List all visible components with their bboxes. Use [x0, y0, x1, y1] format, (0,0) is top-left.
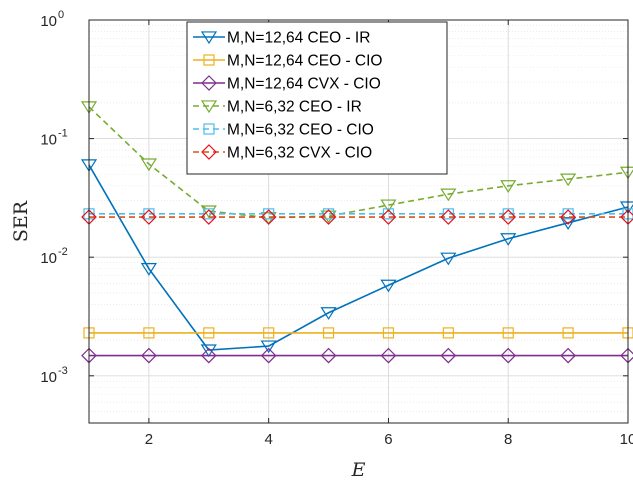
series-line	[88, 106, 629, 219]
data-point	[500, 180, 517, 193]
x-tick-label: 2	[145, 431, 153, 448]
data-point	[141, 209, 157, 225]
data-point	[200, 347, 217, 364]
data-point	[380, 279, 397, 293]
data-point	[382, 208, 395, 220]
x-tick-label: 10	[620, 431, 633, 448]
data-point	[140, 263, 157, 276]
legend-marker	[201, 144, 217, 160]
data-point	[320, 307, 337, 320]
y-tick-exponent: 0	[58, 9, 64, 21]
y-tick-label: 10	[40, 369, 57, 386]
data-point	[200, 209, 217, 225]
data-point	[500, 209, 517, 225]
data-point	[260, 340, 277, 354]
data-point	[500, 347, 517, 364]
series-2	[83, 327, 633, 339]
data-point	[500, 233, 517, 246]
data-point	[442, 208, 454, 220]
y-tick-exponent: -2	[58, 246, 68, 258]
data-point	[562, 208, 574, 220]
x-axis-label: E	[351, 459, 366, 481]
data-point	[560, 217, 577, 230]
legend-entry-2: M,N=12,64 CEO - CIO	[193, 53, 382, 70]
legend-entry-5: M,N=6,32 CEO - CIO	[193, 122, 374, 139]
x-tick-label: 8	[504, 431, 512, 448]
legend-label: M,N=6,32 CEO - IR	[227, 99, 362, 116]
data-point	[562, 327, 574, 339]
legend-marker	[201, 75, 217, 91]
data-point	[502, 327, 514, 339]
series-line	[88, 164, 629, 351]
data-point	[502, 208, 514, 220]
legend-box	[186, 21, 448, 175]
legend-marker	[200, 100, 218, 114]
x-tick-label: 6	[384, 431, 392, 448]
y-tick-label: 10	[40, 132, 57, 149]
data-point	[380, 347, 397, 364]
data-point	[440, 188, 457, 202]
y-tick-label: 10	[40, 13, 57, 30]
data-point	[440, 209, 457, 225]
legend-label: M,N=12,64 CEO - IR	[227, 30, 370, 47]
data-point	[380, 199, 397, 213]
data-point	[200, 344, 217, 358]
legend-label: M,N=12,64 CEO - CIO	[227, 53, 382, 70]
legend-label: M,N=6,32 CEO - CIO	[227, 122, 374, 139]
legend-entry-6: M,N=6,32 CVX - CIO	[193, 144, 372, 162]
data-point	[560, 347, 576, 364]
legend-marker	[203, 123, 215, 135]
axes-frame	[88, 19, 629, 424]
y-tick-exponent: -3	[58, 365, 68, 377]
data-point	[560, 173, 577, 187]
data-point	[560, 209, 576, 225]
data-point	[320, 347, 337, 364]
data-point	[140, 158, 157, 172]
data-point	[203, 327, 215, 339]
y-tick-label: 10	[40, 250, 57, 267]
data-point	[263, 327, 275, 339]
data-point	[320, 209, 337, 225]
legend-entry-1: M,N=12,64 CEO - IR	[193, 30, 370, 47]
legend: M,N=12,64 CEO - IR M,N=12,64 CEO - CIO M,N…	[186, 21, 448, 175]
legend-label: M,N=12,64 CVX - CIO	[227, 76, 381, 93]
legend-marker	[203, 54, 215, 66]
data-point	[263, 208, 275, 220]
data-point	[143, 327, 155, 339]
data-point	[141, 347, 157, 364]
series-1	[80, 159, 633, 358]
data-point	[322, 327, 335, 339]
data-point	[260, 347, 277, 364]
legend-entry-4: M,N=6,32 CEO - IR	[193, 99, 362, 116]
legend-label: M,N=6,32 CVX - CIO	[227, 145, 372, 162]
data-point	[203, 208, 215, 220]
x-tick-label: 4	[264, 431, 272, 448]
y-axis-label: SER	[10, 200, 32, 242]
data-point	[382, 327, 395, 339]
data-point	[322, 208, 335, 220]
data-point	[200, 205, 217, 219]
data-point	[440, 347, 457, 364]
data-point	[440, 252, 457, 266]
data-point	[143, 208, 155, 220]
y-tick-exponent: -1	[58, 128, 68, 140]
data-point	[380, 209, 397, 225]
data-point	[442, 327, 454, 339]
legend-entry-3: M,N=12,64 CVX - CIO	[193, 75, 381, 93]
legend-marker	[200, 31, 218, 45]
data-point	[260, 209, 277, 225]
